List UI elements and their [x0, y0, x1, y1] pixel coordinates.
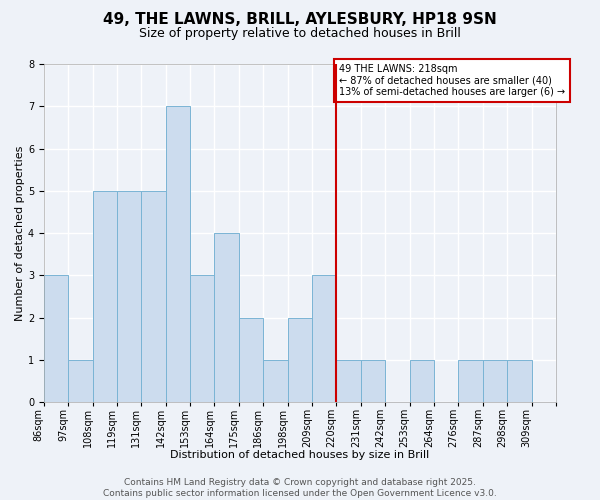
- Bar: [214, 233, 239, 402]
- Bar: [44, 276, 68, 402]
- Y-axis label: Number of detached properties: Number of detached properties: [15, 146, 25, 321]
- Bar: [239, 318, 263, 402]
- Bar: [312, 276, 337, 402]
- Bar: [142, 191, 166, 402]
- Text: Contains HM Land Registry data © Crown copyright and database right 2025.
Contai: Contains HM Land Registry data © Crown c…: [103, 478, 497, 498]
- Bar: [483, 360, 507, 403]
- Bar: [410, 360, 434, 403]
- Bar: [337, 360, 361, 403]
- Bar: [263, 360, 287, 403]
- Bar: [190, 276, 214, 402]
- Text: 49 THE LAWNS: 218sqm
← 87% of detached houses are smaller (40)
13% of semi-detac: 49 THE LAWNS: 218sqm ← 87% of detached h…: [339, 64, 565, 97]
- Text: Size of property relative to detached houses in Brill: Size of property relative to detached ho…: [139, 28, 461, 40]
- Bar: [287, 318, 312, 402]
- Bar: [68, 360, 92, 403]
- Bar: [92, 191, 117, 402]
- Bar: [361, 360, 385, 403]
- Bar: [166, 106, 190, 403]
- X-axis label: Distribution of detached houses by size in Brill: Distribution of detached houses by size …: [170, 450, 430, 460]
- Bar: [507, 360, 532, 403]
- Bar: [117, 191, 142, 402]
- Text: 49, THE LAWNS, BRILL, AYLESBURY, HP18 9SN: 49, THE LAWNS, BRILL, AYLESBURY, HP18 9S…: [103, 12, 497, 28]
- Bar: [458, 360, 483, 403]
